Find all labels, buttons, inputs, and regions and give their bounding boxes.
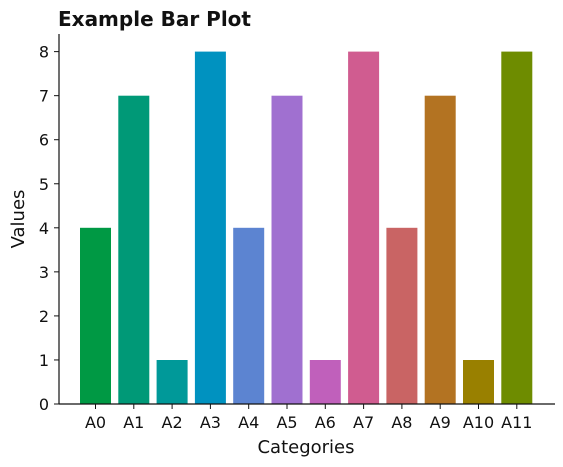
bar-a11 — [501, 51, 533, 404]
bar-a7 — [348, 51, 380, 404]
x-ticks-group: A0 A1 A2 A3 A4 A5 A6 A7 A8 A9 A10 A11 — [85, 404, 532, 432]
bar-a9 — [424, 95, 456, 404]
bar-a3 — [194, 51, 226, 404]
bar-a1 — [118, 95, 150, 404]
y-tick-label: 7 — [39, 87, 49, 106]
x-tick-label: A11 — [501, 413, 532, 432]
bars-group — [80, 51, 533, 404]
x-tick-label: A0 — [85, 413, 106, 432]
y-tick-label: 1 — [39, 351, 49, 370]
x-axis-label: Categories — [257, 437, 354, 458]
y-tick-label: 6 — [39, 131, 49, 150]
y-tick-label: 5 — [39, 175, 49, 194]
bar-a8 — [386, 227, 418, 404]
y-tick-label: 0 — [39, 395, 49, 414]
y-tick-label: 4 — [39, 219, 49, 238]
bar-a5 — [271, 95, 303, 404]
bar-a10 — [463, 360, 494, 404]
x-tick-label: A4 — [238, 413, 259, 432]
y-axis-label: Values — [8, 190, 29, 249]
bar-a2 — [156, 360, 188, 404]
bar-a6 — [309, 360, 341, 404]
x-tick-label: A7 — [353, 413, 374, 432]
y-ticks-group: 0 1 2 3 4 5 6 7 8 — [39, 43, 59, 414]
x-tick-label: A9 — [430, 413, 451, 432]
x-tick-label: A8 — [391, 413, 412, 432]
x-tick-label: A1 — [123, 413, 144, 432]
y-tick-label: 3 — [39, 263, 49, 282]
y-tick-label: 2 — [39, 307, 49, 326]
x-tick-label: A6 — [315, 413, 336, 432]
y-tick-label: 8 — [39, 43, 49, 62]
x-tick-label: A3 — [200, 413, 221, 432]
x-tick-label: A2 — [162, 413, 183, 432]
x-tick-label: A5 — [276, 413, 297, 432]
chart-title: Example Bar Plot — [58, 7, 251, 31]
bar-a0 — [80, 227, 111, 404]
bar-a4 — [233, 227, 265, 404]
x-tick-label: A10 — [463, 413, 494, 432]
